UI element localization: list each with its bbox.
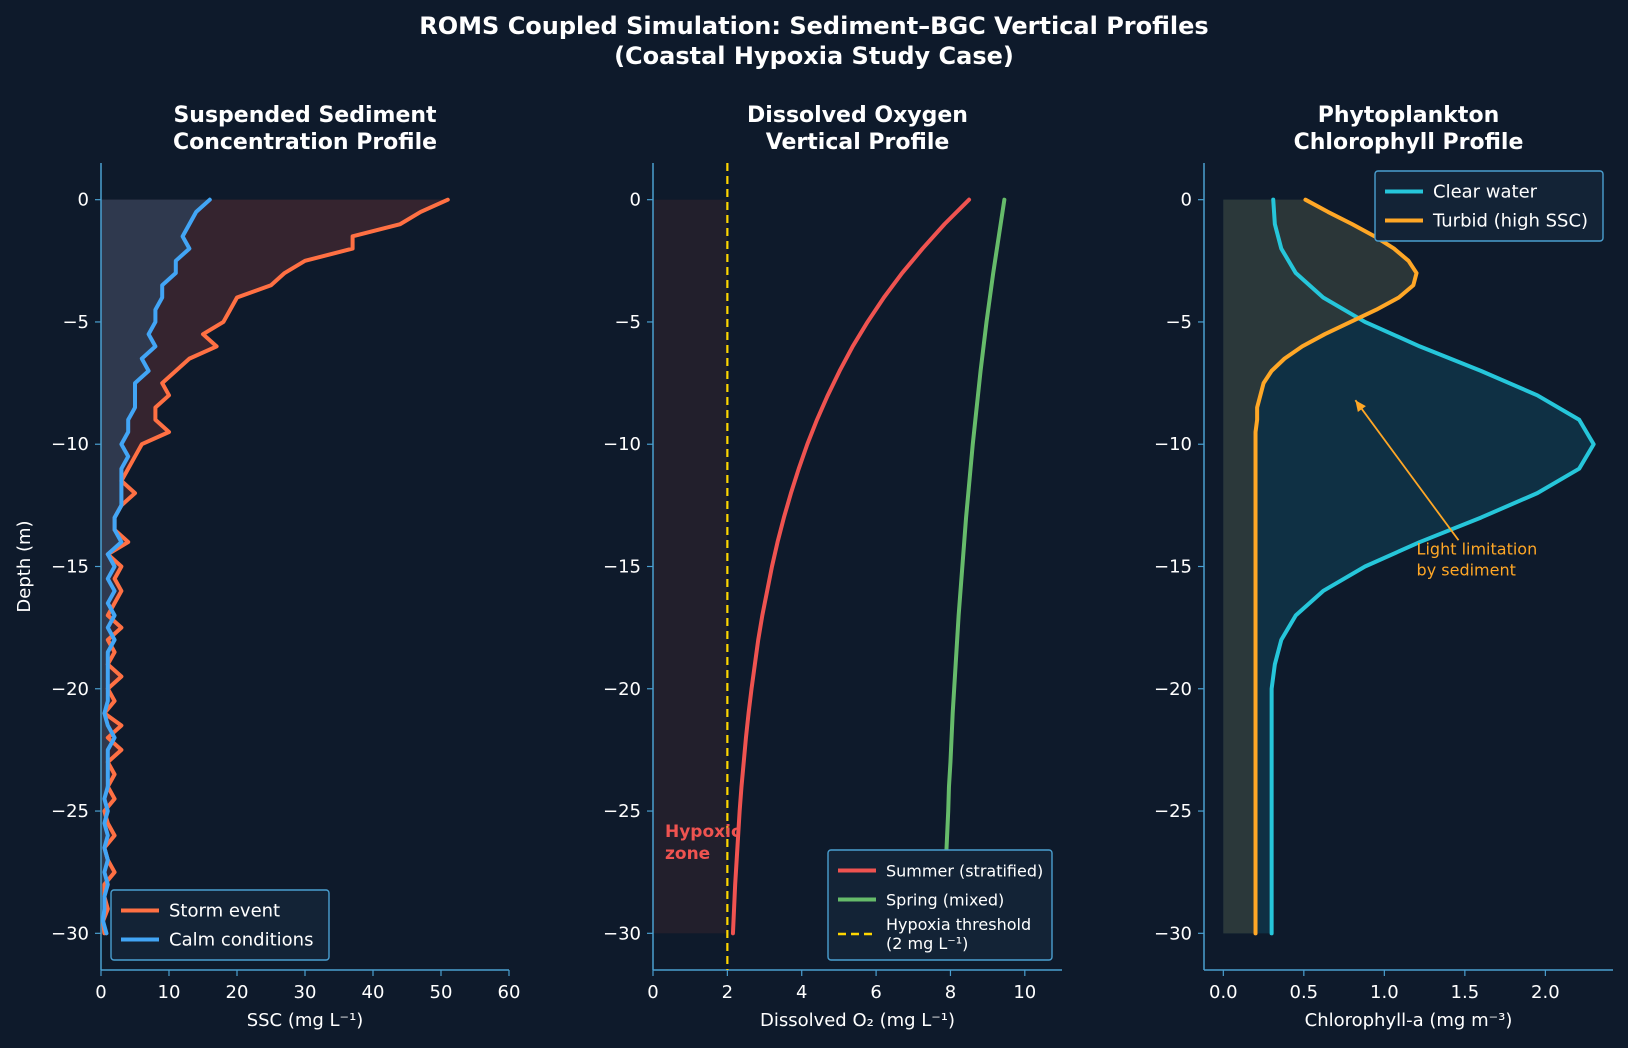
legend-label-1: Summer (stratified) <box>886 862 1043 881</box>
y-tick-label: −5 <box>614 312 641 333</box>
x-tick-label: 4 <box>796 982 807 1003</box>
legend-label-2: Calm conditions <box>169 930 313 951</box>
y-axis-label: Depth (m) <box>14 520 35 612</box>
legend-label-2: Spring (mixed) <box>886 891 1004 910</box>
legend-box <box>1374 170 1604 242</box>
y-tick-label: −20 <box>603 679 641 700</box>
x-tick-label: 0.0 <box>1209 982 1238 1003</box>
panel-2: 0 2 4 6 8 10 0 −5 −10 −15 −20 −25 −30 Dissolved O₂ (m… <box>603 103 1062 1031</box>
y-tick-label: 0 <box>630 190 641 211</box>
x-tick-label: 40 <box>362 982 385 1003</box>
panel-title-line-2: Vertical Profile <box>766 130 950 155</box>
legend-label-1: Storm event <box>169 901 280 922</box>
series-line-2 <box>101 197 212 936</box>
panel-3: 0.0 0.5 1.0 1.5 2.0 0 −5 −10 −15 −20 −25 −30 Chlorop… <box>1154 103 1613 1031</box>
y-tick-label: −20 <box>1154 679 1192 700</box>
y-tick-label: −20 <box>51 679 89 700</box>
legend-box <box>110 889 330 961</box>
legend-label-3-line-1: Hypoxia threshold <box>886 915 1031 934</box>
y-tick-label: −25 <box>1154 801 1192 822</box>
x-axis-label: SSC (mg L⁻¹) <box>247 1010 364 1031</box>
legend: Storm event Calm conditions <box>110 889 330 961</box>
annotation-text-line-1: Light limitation <box>1417 539 1538 558</box>
legend-label-2: Turbid (high SSC) <box>1432 211 1588 232</box>
y-tick-label: −10 <box>603 434 641 455</box>
x-tick-label: 50 <box>430 982 453 1003</box>
x-tick-label: 10 <box>1013 982 1036 1003</box>
y-tick-label: −15 <box>1154 557 1192 578</box>
x-tick-label: 0.5 <box>1290 982 1319 1003</box>
x-tick-label: 60 <box>498 982 521 1003</box>
legend-label-3-line-2: (2 mg L⁻¹) <box>886 934 968 953</box>
panel-title-line-1: Phytoplankton <box>1318 103 1499 128</box>
y-tick-label: 0 <box>78 190 89 211</box>
panel-title-line-1: Dissolved Oxygen <box>747 103 968 128</box>
series-fill-2 <box>101 199 210 934</box>
x-axis-label: Dissolved O₂ (mg L⁻¹) <box>760 1010 955 1031</box>
legend-box <box>827 849 1053 961</box>
series-line-1 <box>1269 197 1596 936</box>
hypoxic-zone-label-line-1: Hypoxic <box>665 822 741 842</box>
annotation-arrow-line <box>1354 399 1460 541</box>
x-tick-label: 0 <box>647 982 658 1003</box>
y-tick-label: −25 <box>51 801 89 822</box>
y-tick-label: −15 <box>51 557 89 578</box>
panel-title-line-2: Concentration Profile <box>173 130 437 155</box>
figure-title-line-1: ROMS Coupled Simulation: Sediment–BGC Ve… <box>419 12 1208 40</box>
figure-title-line-2: (Coastal Hypoxia Study Case) <box>614 42 1014 70</box>
x-tick-label: 2 <box>722 982 733 1003</box>
series-line-1 <box>730 197 972 936</box>
legend: Clear water Turbid (high SSC) <box>1374 170 1604 242</box>
y-tick-label: −30 <box>1154 923 1192 944</box>
y-tick-label: −10 <box>1154 434 1192 455</box>
y-tick-label: −5 <box>1165 312 1192 333</box>
x-tick-label: 30 <box>294 982 317 1003</box>
x-tick-label: 6 <box>870 982 881 1003</box>
y-tick-label: −30 <box>51 923 89 944</box>
panel-title-line-1: Suspended Sediment <box>173 103 437 128</box>
annotation-arrow-head <box>1355 400 1366 413</box>
series-fill-2 <box>1223 199 1417 934</box>
y-tick-label: −30 <box>603 923 641 944</box>
panel-title-line-2: Chlorophyll Profile <box>1294 130 1524 155</box>
y-tick-label: −10 <box>51 434 89 455</box>
y-tick-label: −15 <box>603 557 641 578</box>
y-tick-label: −5 <box>62 312 89 333</box>
legend-label-1: Clear water <box>1433 182 1538 203</box>
x-tick-label: 8 <box>945 982 956 1003</box>
legend: Summer (stratified) Spring (mixed) Hypoxia… <box>827 849 1053 961</box>
hypoxic-zone-region <box>653 199 728 934</box>
x-axis-label: Chlorophyll-a (mg m⁻³) <box>1305 1010 1513 1031</box>
series-line-2 <box>1253 197 1419 936</box>
series-fill-1 <box>1223 199 1594 934</box>
series-line-1 <box>101 197 450 936</box>
x-tick-label: 0 <box>95 982 106 1003</box>
series-line-2 <box>941 197 1007 936</box>
y-tick-label: 0 <box>1181 190 1192 211</box>
x-tick-label: 1.5 <box>1451 982 1480 1003</box>
x-tick-label: 1.0 <box>1370 982 1399 1003</box>
y-tick-label: −25 <box>603 801 641 822</box>
hypoxic-zone-label-line-2: zone <box>665 844 710 864</box>
annotation-text-line-2: by sediment <box>1417 560 1516 579</box>
x-tick-label: 2.0 <box>1531 982 1560 1003</box>
x-tick-label: 10 <box>158 982 181 1003</box>
x-tick-label: 20 <box>226 982 249 1003</box>
panel-1: 0 10 20 30 40 50 60 0 −5 −10 −15 −20 −25 −30 SSC (mg L… <box>14 103 520 1031</box>
